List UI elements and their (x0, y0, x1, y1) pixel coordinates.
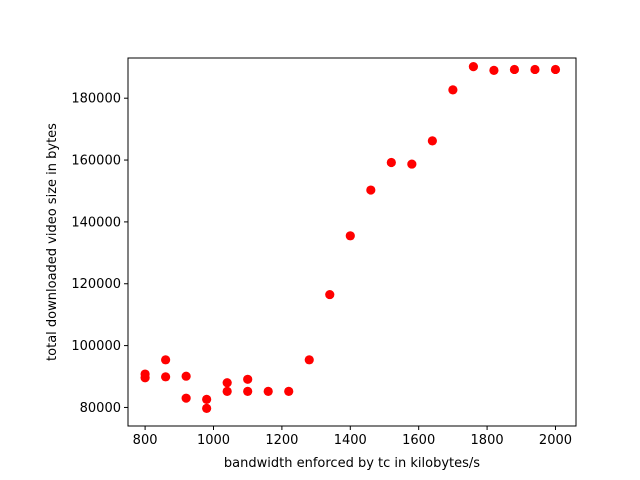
data-point (181, 393, 191, 403)
y-tick-label: 140000 (71, 215, 121, 230)
y-tick-label: 160000 (71, 154, 121, 169)
y-tick-label: 180000 (71, 92, 121, 107)
data-point (161, 355, 171, 365)
data-point (304, 355, 314, 365)
data-point (550, 64, 561, 75)
data-point (509, 64, 520, 75)
y-axis-label: total downloaded video size in bytes (45, 123, 60, 361)
x-tick-label: 1200 (265, 433, 298, 448)
data-point (366, 185, 376, 195)
x-tick-label: 1800 (471, 433, 504, 448)
data-point (202, 394, 212, 405)
x-axis-ticks: 800 1000 1200 1400 1600 1800 2000 (133, 426, 572, 448)
data-point (140, 373, 150, 383)
data-point (345, 231, 355, 241)
data-point (530, 64, 540, 75)
data-point (181, 371, 191, 381)
y-axis-ticks: 80000 100000 120000 140000 160000 180000 (71, 92, 128, 416)
data-point (386, 157, 396, 168)
data-point (202, 403, 212, 413)
data-point (427, 136, 437, 146)
x-axis-label: bandwidth enforced by tc in kilobytes/s (224, 456, 480, 471)
data-point (325, 289, 335, 300)
x-tick-label: 2000 (539, 433, 572, 448)
x-tick-label: 1400 (334, 433, 367, 448)
data-point (284, 386, 294, 396)
axes-frame (127, 57, 577, 427)
data-point (243, 374, 253, 384)
x-tick-label: 800 (133, 433, 158, 448)
y-tick-label: 100000 (71, 339, 121, 354)
data-point (263, 386, 273, 396)
data-point (448, 85, 458, 95)
data-point (489, 65, 499, 75)
y-tick-label: 120000 (71, 277, 121, 292)
y-tick-label: 80000 (80, 401, 121, 416)
data-point (407, 159, 417, 169)
data-point (161, 372, 171, 382)
data-point (222, 378, 232, 388)
x-tick-label: 1600 (402, 433, 435, 448)
data-point (222, 386, 232, 396)
data-point (243, 386, 253, 396)
x-tick-label: 1000 (197, 433, 230, 448)
data-point (468, 62, 479, 72)
points-layer (140, 62, 561, 413)
